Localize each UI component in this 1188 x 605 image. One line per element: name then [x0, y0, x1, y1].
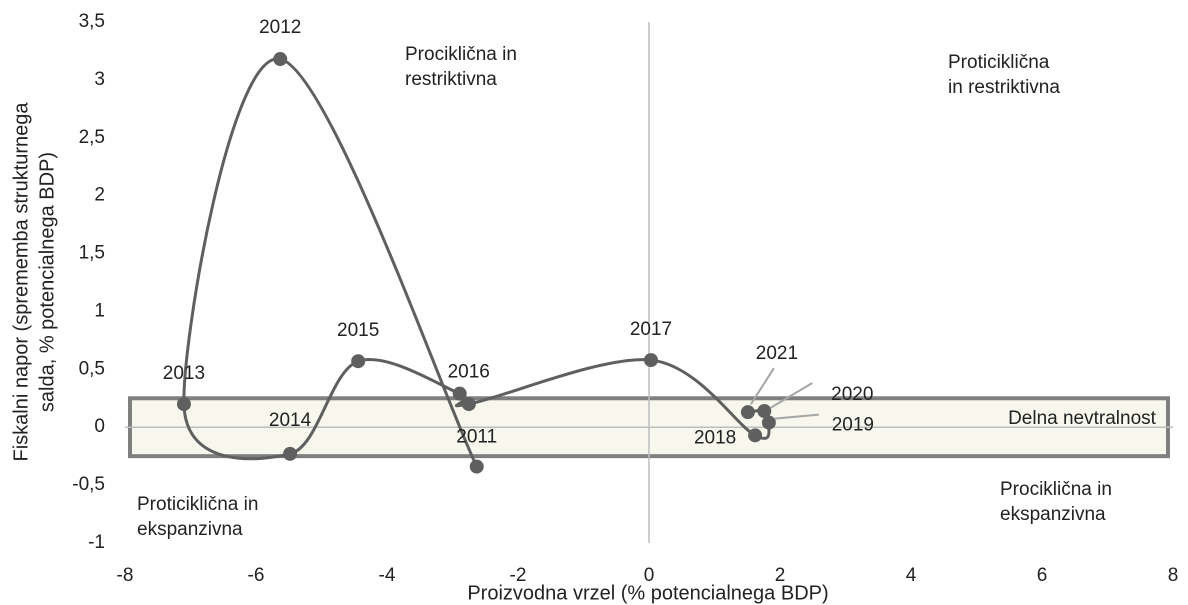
point-label: 2011	[456, 427, 497, 448]
x-tick-label: 8	[1168, 565, 1179, 586]
point-label: 2012	[259, 17, 301, 38]
quadrant-label: ekspanzivna	[137, 519, 243, 540]
quadrant-label: Prociklična in	[405, 44, 517, 65]
point-label: 2018	[694, 427, 736, 448]
data-point	[452, 386, 467, 401]
data-point	[748, 428, 763, 443]
point-label: 2017	[630, 319, 672, 340]
quadrant-label: Proticiklična	[948, 52, 1050, 73]
y-tick-label: 2	[94, 185, 105, 206]
quadrant-label: restriktivna	[405, 69, 497, 90]
x-tick-label: -8	[117, 565, 134, 586]
leader-line	[774, 413, 819, 420]
data-point	[761, 415, 776, 430]
y-tick-label: -1	[88, 532, 105, 553]
y-tick-label: 1,5	[79, 243, 105, 264]
y-tick-label: 1	[94, 300, 105, 321]
point-label: 2014	[269, 410, 312, 431]
leader-line	[769, 382, 813, 409]
y-tick-label: 0,5	[79, 358, 105, 379]
y-axis-title: Fiskalni napor (sprememba strukturnega	[10, 102, 32, 462]
point-label: 2019	[832, 415, 874, 436]
y-axis-title: salda, % potencialnega BDP)	[36, 152, 58, 412]
y-tick-label: 2,5	[79, 127, 105, 148]
x-tick-label: -6	[248, 565, 265, 586]
y-tick-label: 3	[94, 69, 105, 90]
data-point	[757, 404, 772, 419]
x-tick-label: 6	[1037, 565, 1048, 586]
data-point	[469, 459, 484, 474]
x-tick-label: -4	[379, 565, 396, 586]
data-point	[176, 397, 191, 412]
quadrant-label: in restriktivna	[948, 77, 1060, 98]
x-tick-label: 2	[775, 565, 786, 586]
quadrant-label: Proticiklična in	[137, 494, 258, 515]
data-point	[461, 397, 476, 412]
quadrant-label: ekspanzivna	[1000, 504, 1106, 525]
data-point	[273, 52, 288, 67]
data-point	[351, 354, 366, 369]
point-label: 2021	[756, 343, 798, 364]
y-tick-label: -0,5	[72, 474, 105, 495]
point-label: 2016	[448, 362, 490, 383]
point-label: 2015	[337, 320, 379, 341]
x-axis-title: Proizvodna vrzel (% potencialnega BDP)	[467, 582, 828, 604]
y-tick-label: 0	[94, 416, 105, 437]
y-tick-label: 3,5	[79, 11, 105, 32]
data-point	[643, 353, 658, 368]
point-label: 2013	[163, 363, 205, 384]
data-point	[283, 446, 298, 461]
point-label: 2020	[831, 384, 873, 405]
x-tick-label: -2	[510, 565, 527, 586]
x-tick-label: 0	[644, 565, 655, 586]
leader-line	[750, 367, 775, 405]
data-point	[740, 405, 755, 420]
band-label: Delna nevtralnost	[1008, 408, 1157, 429]
series-line	[182, 57, 771, 468]
quadrant-label: Prociklična in	[1000, 479, 1112, 500]
x-tick-label: 4	[906, 565, 917, 586]
